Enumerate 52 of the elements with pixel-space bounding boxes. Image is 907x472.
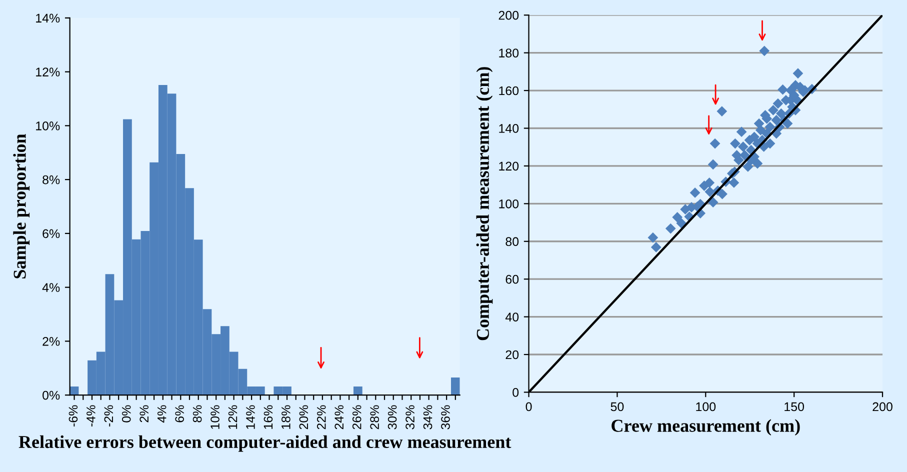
y-axis-title: Sample proportion [13, 134, 30, 278]
x-tick-label: 100 [696, 402, 716, 412]
y-tick-label: 80 [506, 237, 519, 246]
y-tick-label: 10% [36, 121, 60, 130]
x-tick-label: 20% [299, 405, 308, 430]
y-tick-label: 12% [36, 68, 60, 76]
x-tick-label: 28% [370, 405, 379, 430]
x-tick-label: 22% [316, 405, 326, 430]
y-tick-label: 140 [499, 124, 519, 133]
y-tick-label: 0 [512, 388, 519, 397]
y-tick-label: 160 [499, 86, 519, 96]
x-tick-label: 150 [784, 402, 804, 412]
x-tick-label: 0 [526, 402, 532, 412]
y-tick-label: 8% [42, 175, 60, 184]
y-tick-label: 40 [505, 312, 519, 322]
x-tick-label: 34% [423, 405, 432, 430]
y-tick-label: 4% [42, 283, 60, 292]
y-tick-label: 2% [42, 336, 60, 346]
y-tick-label: 14% [36, 14, 60, 23]
x-tick-label: 50 [610, 402, 624, 412]
x-tick-label: 200 [872, 402, 892, 412]
x-tick-label: 16% [264, 405, 273, 429]
x-tick-label: 26% [352, 405, 362, 430]
x-tick-label: -4% [86, 405, 96, 426]
x-tick-label: -2% [104, 405, 114, 426]
y-tick-label: 100 [499, 199, 519, 208]
x-tick-label: 6% [175, 405, 184, 422]
x-tick-label: 4% [157, 405, 166, 423]
y-tick-label: 200 [498, 10, 519, 20]
x-tick-label: 18% [282, 405, 290, 429]
x-tick-label: -6% [68, 405, 78, 426]
y-tick-label: 180 [499, 48, 519, 58]
x-axis-title: Relative errors between computer-aided and crew measurement [18, 435, 512, 452]
x-tick-label: 24% [334, 405, 344, 430]
x-tick-label: 10% [210, 405, 220, 429]
x-tick-label: 32% [406, 405, 414, 430]
y-tick-label: 6% [42, 229, 60, 238]
y-axis-title: Computer-aided measurement (cm) [476, 67, 493, 340]
y-tick-label: 60 [506, 274, 519, 284]
x-tick-label: 0% [122, 405, 131, 422]
bar [450, 378, 460, 396]
x-tick-label: 36% [441, 405, 450, 430]
x-axis-title: Crew measurement (cm) [612, 419, 800, 436]
bar [353, 386, 362, 396]
y-tick-label: 120 [499, 162, 519, 171]
x-tick-label: 30% [388, 405, 397, 430]
y-tick-label: 20 [506, 350, 519, 360]
x-tick-label: 14% [246, 405, 255, 429]
x-tick-label: 8% [192, 405, 202, 422]
x-tick-label: 12% [228, 405, 238, 429]
y-tick-label: 0% [42, 390, 60, 400]
x-tick-label: 2% [140, 405, 148, 422]
